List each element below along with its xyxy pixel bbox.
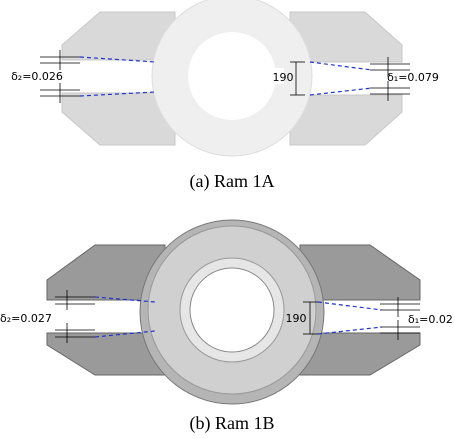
gap-label: δ₂=0.027 <box>0 312 52 325</box>
ram-1b: δ₂=0.027 δ₁=0.02 190 (b) Ram 1B <box>0 220 453 434</box>
figure: δ₂=0.026 δ₁=0.079 190 (a) Ram 1A δ₂=0.02… <box>0 0 455 439</box>
ram-1a: δ₂=0.026 δ₁=0.079 190 (a) Ram 1A <box>11 0 439 192</box>
gap-label: δ₁=0.02 <box>408 313 453 326</box>
gap-label: δ₂=0.026 <box>11 70 63 83</box>
dimension-label: 190 <box>273 71 294 84</box>
dimension-label: 190 <box>286 312 307 325</box>
caption: (b) Ram 1B <box>190 413 275 434</box>
caption: (a) Ram 1A <box>190 171 275 192</box>
gap-label: δ₁=0.079 <box>387 71 439 84</box>
